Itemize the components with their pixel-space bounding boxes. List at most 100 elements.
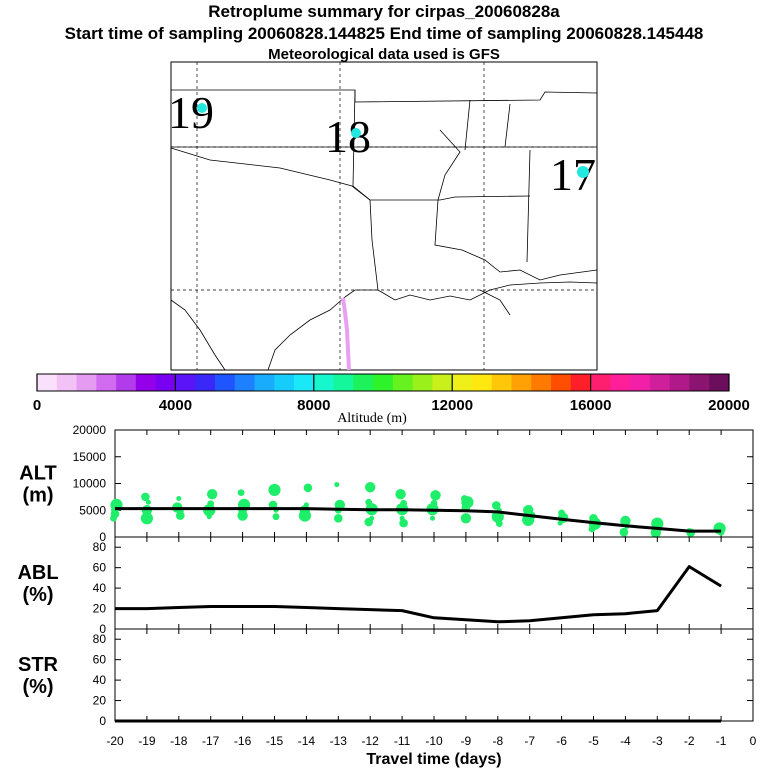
altitude-dot: [303, 502, 309, 508]
colorbar-tick-label: 20000: [708, 397, 750, 414]
colorbar-swatch: [254, 374, 275, 391]
colorbar-swatch: [116, 374, 137, 391]
altitude-panel: 20000 15000 10000 5000 0 ALT (m): [19, 423, 754, 544]
axis-title-line: STR: [18, 654, 59, 676]
colorbar-swatch: [76, 374, 97, 391]
y-tick-label: 10000: [73, 477, 107, 491]
axis-title-line: (m): [22, 485, 53, 507]
colorbar-swatch: [294, 374, 315, 391]
altitude-dot: [620, 515, 631, 527]
colorbar-swatch: [471, 374, 493, 391]
x-tick-label: -14: [298, 734, 316, 748]
map-gridlines: [171, 62, 597, 370]
x-tick-label: -7: [524, 734, 535, 748]
x-tick-label: -6: [556, 734, 567, 748]
colorbar-swatch: [491, 374, 513, 391]
str-panel: 80 60 40 20 0 STR (%): [18, 628, 754, 728]
altitude-dot: [364, 517, 374, 527]
colorbar-swatch: [37, 374, 58, 391]
x-tick-label: -5: [588, 734, 599, 748]
figure-title: Retroplume summary for cirpas_20060828a: [208, 2, 560, 21]
x-tick-label: -12: [362, 734, 380, 748]
map-borders: [170, 89, 598, 371]
colorbar-swatch: [432, 374, 453, 391]
altitude-dot: [399, 518, 408, 528]
x-tick-label: -20: [106, 734, 124, 748]
colorbar-swatch: [689, 374, 710, 391]
sampling-times: Start time of sampling 20060828.144825 E…: [64, 24, 704, 43]
x-tick-label: -13: [330, 734, 348, 748]
map-panel: 19 18 17: [168, 61, 598, 371]
altitude-dot: [272, 513, 280, 521]
altitude-series-line: [115, 507, 722, 533]
colorbar-swatch: [274, 374, 295, 391]
x-tick-label: -16: [234, 734, 252, 748]
y-tick-label: 20000: [73, 423, 107, 437]
day-label: 17: [550, 149, 596, 200]
colorbar-label: Altitude (m): [337, 411, 407, 426]
colorbar-tick-label: 8000: [297, 397, 330, 414]
colorbar-swatch: [551, 374, 572, 391]
altitude-dot: [395, 489, 406, 500]
x-tick-label: -2: [684, 734, 695, 748]
colorbar-swatch: [669, 374, 690, 391]
altitude-dot: [268, 483, 281, 497]
altitude-colorbar: [36, 373, 730, 392]
colorbar-swatch: [412, 374, 433, 391]
y-tick-label: 20: [93, 602, 107, 616]
altitude-dot: [430, 490, 441, 501]
abl-frame: [114, 536, 754, 630]
y-tick-label: 15000: [73, 450, 107, 464]
colorbar-swatch: [234, 374, 255, 391]
x-tick-label: -17: [202, 734, 220, 748]
altitude-dot: [527, 505, 533, 511]
axis-title-line: ALT: [19, 463, 56, 485]
day-marker: [351, 128, 361, 138]
altitude-axis-title: ALT (m): [19, 463, 56, 507]
altitude-dot: [557, 520, 563, 526]
colorbar-swatch: [155, 374, 176, 391]
altitude-dot: [176, 495, 182, 501]
x-tick-label: -15: [266, 734, 284, 748]
colorbar-swatch: [649, 374, 671, 391]
x-tick-label: 0: [750, 734, 757, 748]
y-tick-label: 60: [93, 561, 107, 575]
altitude-dot: [334, 513, 343, 523]
day-label: 19: [168, 87, 214, 138]
str-axis-title: STR (%): [18, 654, 59, 698]
altitude-dot: [207, 489, 218, 500]
axis-title-line: (%): [22, 676, 53, 698]
altitude-dot: [303, 483, 313, 493]
colorbar-swatch: [195, 374, 216, 391]
y-tick-label: 80: [93, 540, 107, 554]
abl-panel: 80 60 40 20 0 ABL (%): [17, 536, 754, 636]
abl-series-line: [115, 565, 722, 624]
str-frame: [114, 628, 754, 722]
colorbar-swatch: [333, 374, 354, 391]
altitude-dot: [365, 482, 376, 493]
colorbar-tick-label: 16000: [570, 397, 612, 414]
x-tick-label: -1: [716, 734, 727, 748]
altitude-dot: [176, 511, 185, 520]
colorbar-tick-label: 0: [33, 397, 41, 414]
altitude-dot: [588, 525, 596, 533]
x-tick-label: -19: [138, 734, 156, 748]
day-marker: [197, 103, 207, 113]
altitude-dot: [140, 512, 153, 525]
colorbar-swatch: [56, 374, 78, 391]
altitude-dot: [207, 500, 215, 508]
y-tick-label: 0: [99, 714, 106, 728]
y-tick-label: 20: [93, 694, 107, 708]
altitude-dot: [430, 515, 435, 521]
x-tick-label: -10: [425, 734, 443, 748]
colorbar-swatch: [353, 374, 374, 391]
axis-title-line: ABL: [17, 562, 58, 584]
altitude-dot: [298, 509, 311, 522]
colorbar-swatch: [175, 374, 196, 391]
y-tick-label: 40: [93, 581, 107, 595]
abl-axis-title: ABL (%): [17, 562, 58, 606]
plume-trajectory: [341, 297, 351, 371]
y-tick-label: 80: [93, 632, 107, 646]
altitude-dot: [141, 492, 150, 502]
